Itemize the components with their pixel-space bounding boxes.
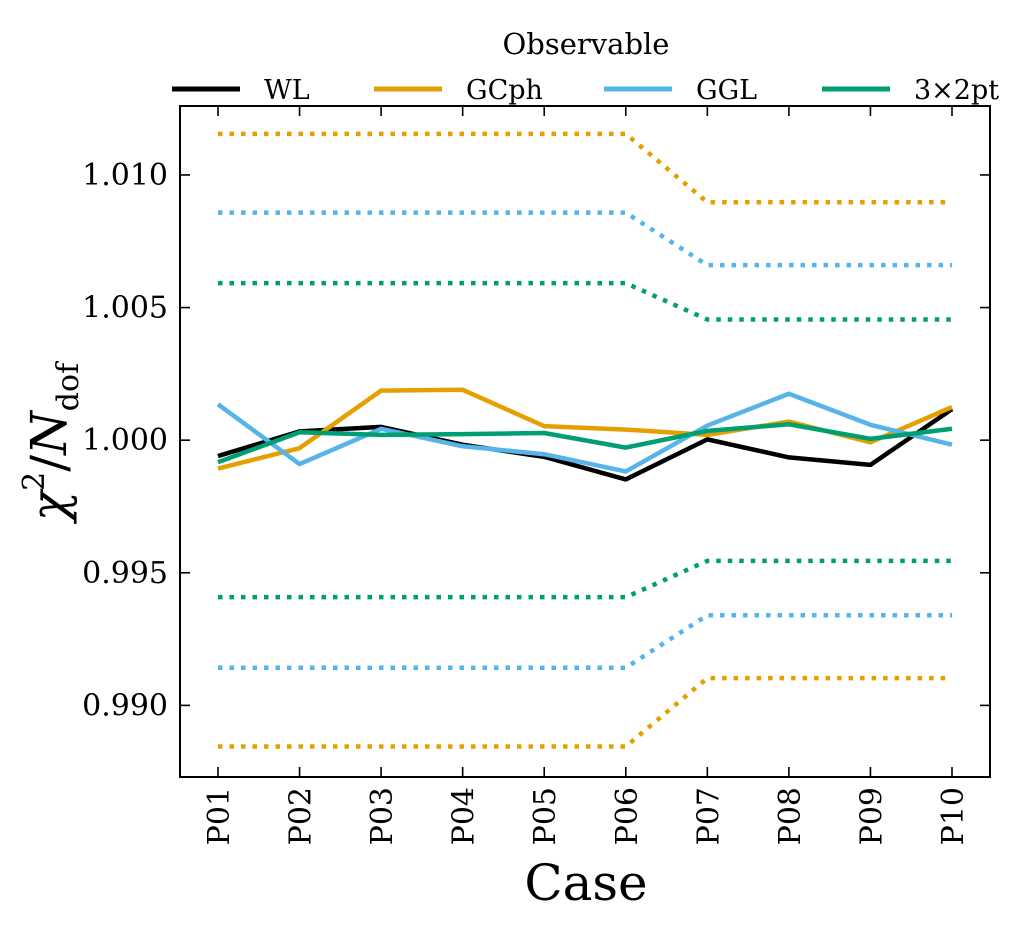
y-axis: 0.990 0.995 1.000 1.005 1.010 [82,158,990,723]
legend-label-gcph: GCph [466,75,543,106]
x-axis-label: Case [524,854,647,912]
bound-lower-gcph [218,675,952,749]
series-line-3-2pt [217,422,953,465]
bounds-layer [218,131,952,749]
y-tick-label: 0.995 [82,556,168,591]
x-tick-label-p06: P06 [610,787,645,845]
y-label-slash: / [20,455,78,472]
bound-upper-gcph [218,131,952,205]
legend-title: Observable [503,27,670,61]
x-tick-label-p08: P08 [773,787,808,845]
y-axis-label: χ2/Ndof [17,361,86,524]
x-tick-label-p09: P09 [854,787,889,845]
series-line-wl [217,407,954,482]
x-tick-label-p02: P02 [284,787,319,845]
x-axis: P01 P02 P03 P04 P05 P06 P07 P08 P09 P10 [202,106,971,845]
legend: Observable WL GCph GGL 3×2pt [172,27,999,106]
legend-label-ggl: GGL [696,75,757,106]
x-tick-label-p10: P10 [936,787,971,845]
plot-frame [179,105,991,778]
x-tick-label-p01: P01 [202,787,237,845]
y-label-subscript: dof [51,361,86,411]
y-tick-label: 1.010 [82,158,168,193]
x-tick-label-p05: P05 [528,787,563,845]
x-tick-label-p04: P04 [447,787,482,845]
y-label-n: N [20,409,78,456]
series-line-ggl [216,391,953,474]
legend-label-3-2pt: 3×2pt [914,75,999,106]
lines-layer [216,387,954,482]
legend-items: WL GCph GGL 3×2pt [172,75,999,106]
y-label-superscript: 2 [17,472,52,491]
y-tick-label: 0.990 [82,688,168,723]
legend-label-wl: WL [264,75,310,106]
x-tick-label-p07: P07 [691,787,726,845]
y-label-chi: χ [20,488,78,524]
y-tick-label: 1.005 [82,291,168,326]
x-tick-label-p03: P03 [365,787,400,845]
y-tick-label: 1.000 [82,423,168,458]
